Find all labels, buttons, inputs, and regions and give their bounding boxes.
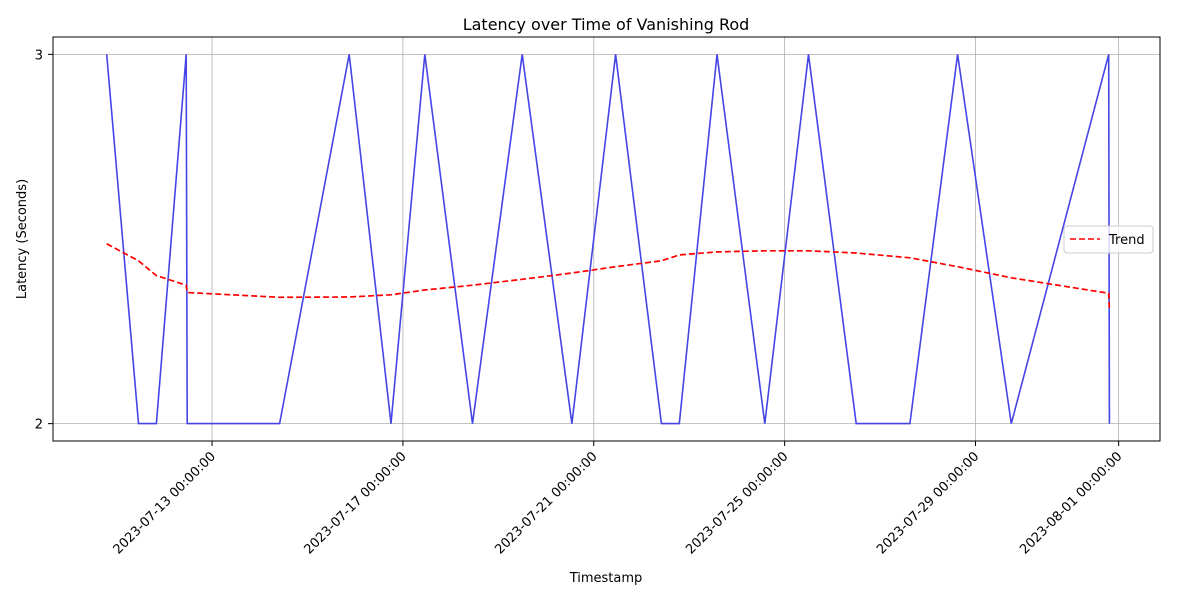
legend: Trend: [1063, 225, 1154, 254]
y-axis-ticks: 23: [35, 48, 53, 433]
legend-trend-label: Trend: [1108, 233, 1145, 248]
y-tick-label: 3: [35, 48, 43, 63]
trend-line: [106, 243, 1111, 309]
legend-box: [1063, 225, 1154, 254]
chart-title: Latency over Time of Vanishing Rod: [463, 15, 750, 34]
series-lines: [105, 54, 1111, 425]
y-tick-label: 2: [35, 418, 43, 433]
latency-line: [105, 54, 1111, 425]
y-axis-label: Latency (Seconds): [15, 179, 30, 299]
x-axis-label: Timestamp: [569, 571, 643, 586]
plot-frame: [52, 36, 1161, 442]
